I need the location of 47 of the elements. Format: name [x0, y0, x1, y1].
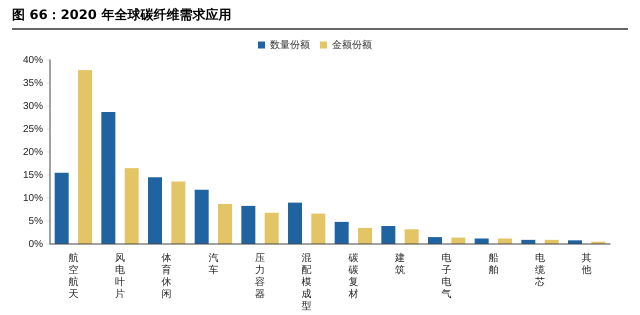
bar	[218, 204, 232, 244]
y-tick-label: 5%	[28, 216, 44, 227]
bar	[334, 222, 349, 244]
bar	[124, 168, 139, 244]
y-tick-label: 15%	[23, 170, 44, 181]
bar	[358, 228, 372, 244]
bar	[311, 214, 326, 244]
bar	[78, 70, 92, 244]
chart-title: 图 66：2020 年全球碳纤维需求应用	[12, 6, 628, 30]
x-tick-label: 其他	[582, 252, 592, 276]
bar	[101, 112, 116, 244]
x-tick-label: 航空航天	[68, 252, 78, 300]
x-tick-label: 压力容器	[255, 252, 266, 300]
bar	[404, 229, 419, 244]
x-tick-label: 体育休闲	[162, 252, 172, 300]
bar	[381, 226, 396, 244]
legend-label: 金额份额	[332, 38, 372, 51]
bar	[171, 181, 186, 244]
bar	[521, 240, 536, 244]
bar	[241, 206, 256, 244]
x-tick-label: 碳碳复材	[347, 252, 358, 300]
bar	[194, 190, 209, 244]
bar	[54, 172, 69, 244]
legend-label: 数量份额	[270, 38, 310, 51]
y-tick-label: 40%	[23, 54, 44, 66]
y-tick-label: 35%	[23, 78, 44, 89]
x-tick-label: 电缆芯	[534, 252, 545, 288]
bar	[498, 238, 512, 244]
bar	[544, 240, 559, 244]
bar	[148, 177, 162, 244]
y-tick-label: 30%	[23, 100, 44, 112]
x-tick-label: 船舶	[488, 252, 498, 276]
bar	[288, 202, 302, 244]
y-tick-label: 25%	[23, 124, 44, 135]
bar	[451, 238, 466, 244]
bar	[474, 238, 489, 244]
x-tick-label: 汽车	[208, 252, 218, 276]
y-tick-label: 10%	[23, 192, 44, 204]
x-tick-label: 电子电气	[442, 252, 452, 300]
y-tick-label: 20%	[23, 146, 44, 158]
x-tick-label: 建筑	[394, 252, 406, 276]
bar	[568, 240, 582, 244]
x-tick-label: 风电叶片	[115, 252, 126, 300]
y-tick-label: 0%	[28, 238, 44, 250]
bar	[264, 212, 279, 244]
bar	[428, 237, 442, 244]
x-tick-label: 混配模成型	[302, 252, 312, 312]
